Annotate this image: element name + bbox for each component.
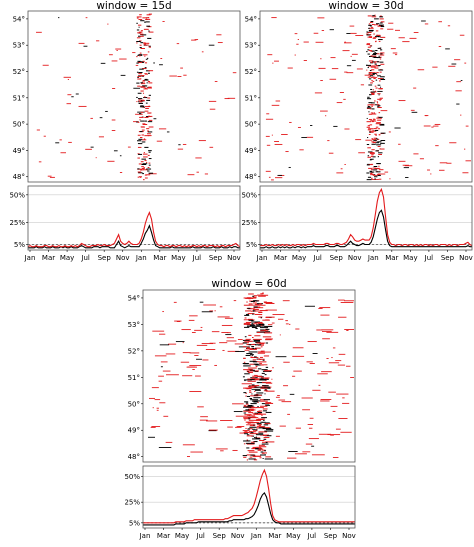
percentage-line-plot <box>260 187 473 249</box>
latitude-tick-label: 51° <box>245 94 257 102</box>
x-tick-label: Jan <box>139 532 151 540</box>
x-tick-label: Jul <box>424 254 434 262</box>
x-tick-label: Jul <box>307 532 317 540</box>
latitude-tick-label: 53° <box>13 42 25 50</box>
red-series-line <box>260 187 473 247</box>
x-tick-label: May <box>175 532 189 540</box>
x-tick-label: Mar <box>42 254 55 262</box>
x-tick-label: Mar <box>157 532 170 540</box>
line-axis-labels: 5% 25% 50% Jan Mar May Jul Sep Nov Jan Mar May Jul Se… <box>124 473 355 540</box>
panel-title: window = 60d <box>211 278 286 290</box>
line-frame <box>27 185 241 251</box>
x-tick-label: Jul <box>192 254 202 262</box>
panel-title: window = 15d <box>96 0 171 12</box>
red-series-line <box>143 468 355 524</box>
panel-window-30d: window = 30d 48° 49° 50° 51° 52° 53° 54° 5% 25%… <box>241 0 472 262</box>
black-series-line <box>143 491 355 526</box>
latitude-raster <box>147 292 354 461</box>
latitude-tick-label: 54° <box>128 294 140 302</box>
raster-frame <box>259 10 473 183</box>
y-tick-label: 25% <box>9 219 25 227</box>
x-tick-label: Nov <box>342 532 356 540</box>
y-tick-label: 25% <box>124 499 140 507</box>
latitude-tick-label: 48° <box>13 173 25 181</box>
latitude-tick-label: 51° <box>13 94 25 102</box>
y-tick-label: 5% <box>246 241 257 249</box>
latitude-tick-label: 49° <box>128 427 140 435</box>
latitude-tick-label: 49° <box>13 147 25 155</box>
x-tick-label: Sep <box>441 254 455 262</box>
latitude-tick-label: 53° <box>245 42 257 50</box>
latitude-tick-label: 52° <box>245 68 257 76</box>
line-frame <box>259 185 473 251</box>
line-frame <box>142 465 356 529</box>
latitude-tick-labels: 48° 49° 50° 51° 52° 53° 54° <box>128 294 143 461</box>
x-tick-label: Jan <box>367 254 379 262</box>
x-tick-label: Sep <box>213 532 227 540</box>
black-series-line <box>28 224 240 249</box>
x-tick-label: Sep <box>324 532 338 540</box>
red-series-line <box>27 210 241 248</box>
x-tick-label: Mar <box>274 254 287 262</box>
percentage-line-plot <box>27 194 241 249</box>
latitude-tick-label: 50° <box>128 400 140 408</box>
latitude-tick-label: 51° <box>128 374 140 382</box>
latitude-tick-labels: 48° 49° 50° 51° 52° 53° 54° <box>245 15 260 181</box>
x-tick-label: May <box>403 254 417 262</box>
latitude-tick-label: 54° <box>13 15 25 23</box>
y-tick-label: 50% <box>241 191 257 199</box>
x-tick-label: Mar <box>153 254 166 262</box>
x-tick-label: Jan <box>24 254 36 262</box>
raster-frame <box>27 10 241 183</box>
x-tick-label: Jul <box>80 254 90 262</box>
x-tick-label: Jul <box>312 254 322 262</box>
x-tick-label: Sep <box>330 254 344 262</box>
latitude-raster <box>265 14 471 181</box>
x-tick-label: Nov <box>348 254 362 262</box>
percentage-line-plot <box>143 468 355 526</box>
latitude-tick-label: 50° <box>13 121 25 129</box>
x-tick-label: Jan <box>256 254 268 262</box>
y-tick-label: 5% <box>14 241 25 249</box>
latitude-tick-label: 52° <box>13 68 25 76</box>
black-series-line <box>260 209 472 249</box>
latitude-tick-label: 50° <box>245 121 257 129</box>
latitude-tick-label: 54° <box>245 15 257 23</box>
x-tick-label: Nov <box>227 254 241 262</box>
x-tick-label: Jul <box>195 532 205 540</box>
x-tick-label: Sep <box>98 254 112 262</box>
x-tick-label: May <box>286 532 300 540</box>
line-axis-labels: 5% 25% 50% Jan Mar May Jul Sep Nov Jan Mar May Jul Se… <box>9 191 240 262</box>
x-tick-label: Mar <box>385 254 398 262</box>
latitude-raster <box>36 13 237 181</box>
x-tick-label: Nov <box>459 254 473 262</box>
panel-window-60d: window = 60d 48° 49° 50° 51° 52° 53° 54° 5% 25%… <box>124 278 355 540</box>
panel-window-15d: window = 15d 48° 49° 50° 51° 52° 53° 54° 5% 25%… <box>9 0 240 262</box>
x-tick-label: May <box>60 254 74 262</box>
x-tick-label: May <box>171 254 185 262</box>
x-tick-label: Jan <box>250 532 262 540</box>
latitude-tick-label: 48° <box>128 453 140 461</box>
latitude-tick-label: 48° <box>245 173 257 181</box>
x-tick-label: Jan <box>135 254 147 262</box>
y-tick-label: 5% <box>129 519 140 527</box>
y-tick-label: 50% <box>124 473 140 481</box>
raster-frame <box>142 289 356 463</box>
y-tick-label: 50% <box>9 191 25 199</box>
latitude-tick-label: 52° <box>128 347 140 355</box>
latitude-tick-label: 49° <box>245 147 257 155</box>
x-tick-label: Mar <box>268 532 281 540</box>
x-tick-label: Nov <box>231 532 245 540</box>
latitude-tick-labels: 48° 49° 50° 51° 52° 53° 54° <box>13 15 28 181</box>
y-tick-label: 25% <box>241 219 257 227</box>
latitude-tick-label: 53° <box>128 321 140 329</box>
panel-title: window = 30d <box>328 0 403 12</box>
x-tick-label: May <box>292 254 306 262</box>
line-axis-labels: 5% 25% 50% Jan Mar May Jul Sep Nov Jan Mar May Jul Se… <box>241 191 472 262</box>
x-tick-label: Nov <box>116 254 130 262</box>
x-tick-label: Sep <box>209 254 223 262</box>
